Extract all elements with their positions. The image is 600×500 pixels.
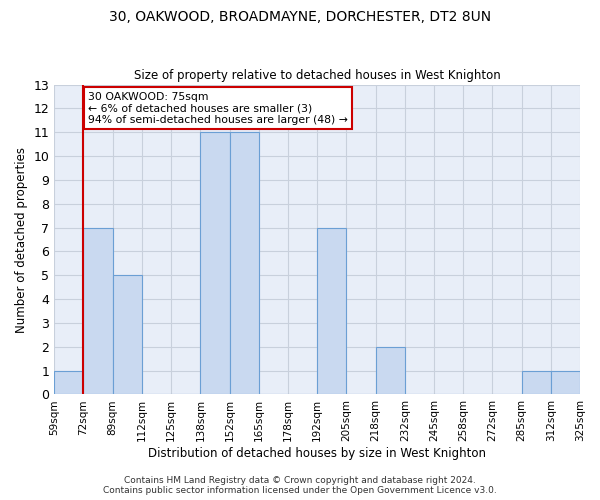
Bar bbox=[113, 276, 142, 394]
Bar bbox=[521, 370, 551, 394]
Bar bbox=[551, 370, 580, 394]
Text: 30, OAKWOOD, BROADMAYNE, DORCHESTER, DT2 8UN: 30, OAKWOOD, BROADMAYNE, DORCHESTER, DT2… bbox=[109, 10, 491, 24]
Title: Size of property relative to detached houses in West Knighton: Size of property relative to detached ho… bbox=[134, 69, 500, 82]
Y-axis label: Number of detached properties: Number of detached properties bbox=[15, 146, 28, 332]
Bar bbox=[230, 132, 259, 394]
Text: Contains HM Land Registry data © Crown copyright and database right 2024.
Contai: Contains HM Land Registry data © Crown c… bbox=[103, 476, 497, 495]
Bar bbox=[54, 370, 83, 394]
Bar bbox=[200, 132, 230, 394]
Bar bbox=[376, 347, 405, 395]
Text: 30 OAKWOOD: 75sqm
← 6% of detached houses are smaller (3)
94% of semi-detached h: 30 OAKWOOD: 75sqm ← 6% of detached house… bbox=[88, 92, 348, 125]
X-axis label: Distribution of detached houses by size in West Knighton: Distribution of detached houses by size … bbox=[148, 447, 486, 460]
Bar bbox=[317, 228, 346, 394]
Bar bbox=[83, 228, 113, 394]
